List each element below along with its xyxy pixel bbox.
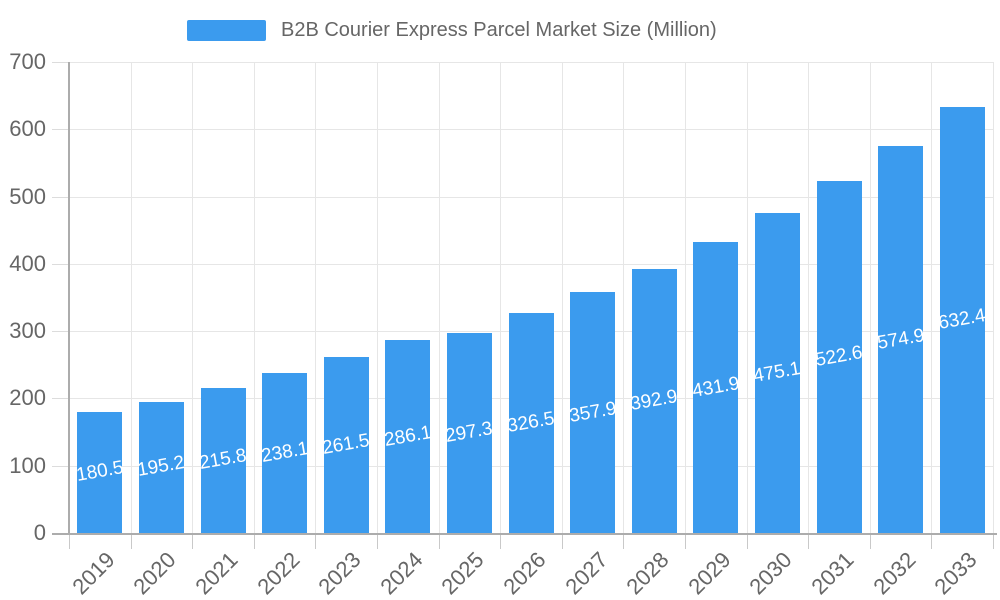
x-axis-label-2026: 2026 — [498, 547, 551, 600]
x-axis-label-2029: 2029 — [683, 547, 736, 600]
bar-2033[interactable] — [939, 107, 985, 533]
y-axis-tick — [52, 62, 69, 63]
bar-2020[interactable] — [138, 401, 184, 533]
x-axis-tick — [808, 533, 809, 549]
y-axis-label: 200 — [9, 385, 46, 410]
bar-2032[interactable] — [878, 146, 924, 533]
x-gridline — [870, 62, 871, 533]
x-gridline — [993, 62, 994, 533]
x-axis-tick — [562, 533, 563, 549]
x-axis-label-2023: 2023 — [313, 547, 366, 600]
x-axis-tick — [69, 533, 70, 549]
y-gridline — [69, 197, 993, 198]
bar-2023[interactable] — [323, 357, 369, 533]
y-axis-tick — [52, 264, 69, 265]
x-gridline — [377, 62, 378, 533]
bar-2029[interactable] — [693, 242, 739, 533]
y-gridline — [69, 129, 993, 130]
x-gridline — [131, 62, 132, 533]
x-gridline — [623, 62, 624, 533]
legend-swatch — [187, 20, 266, 41]
y-axis-label: 500 — [9, 184, 46, 209]
x-gridline — [254, 62, 255, 533]
x-axis-label-2025: 2025 — [436, 547, 490, 600]
y-axis-label: 100 — [9, 453, 46, 478]
x-axis-label-2024: 2024 — [375, 547, 428, 600]
x-axis-tick — [870, 533, 871, 549]
x-axis-label-2022: 2022 — [251, 547, 305, 600]
x-gridline — [931, 62, 932, 533]
x-gridline — [439, 62, 440, 533]
x-axis-tick — [500, 533, 501, 549]
y-gridline — [69, 264, 993, 265]
bar-2022[interactable] — [262, 372, 308, 533]
x-gridline — [685, 62, 686, 533]
x-axis-label-2021: 2021 — [190, 547, 243, 600]
y-axis-label: 0 — [33, 520, 46, 545]
bar-2025[interactable] — [446, 332, 492, 533]
bar-2031[interactable] — [816, 181, 862, 533]
y-axis-label: 600 — [9, 116, 46, 141]
x-axis-label-2030: 2030 — [744, 547, 798, 600]
bar-2026[interactable] — [508, 313, 554, 533]
legend-series-label: B2B Courier Express Parcel Market Size (… — [281, 19, 717, 41]
x-axis-label-2028: 2028 — [621, 547, 674, 600]
y-axis-tick — [52, 398, 69, 399]
x-axis-label-2027: 2027 — [559, 547, 613, 600]
x-axis-label-2033: 2033 — [929, 547, 982, 600]
y-axis-tick — [52, 129, 69, 130]
x-axis-label-2031: 2031 — [806, 547, 859, 600]
x-axis-tick — [131, 533, 132, 549]
bar-2021[interactable] — [200, 387, 246, 533]
y-axis-line — [68, 62, 70, 533]
x-axis-tick — [747, 533, 748, 549]
legend-item[interactable]: B2B Courier Express Parcel Market Size (… — [187, 19, 717, 42]
x-axis-label-2020: 2020 — [128, 547, 182, 600]
x-axis-tick — [192, 533, 193, 549]
y-axis-label: 400 — [9, 251, 46, 276]
y-axis-label: 700 — [9, 49, 46, 74]
bar-2028[interactable] — [631, 268, 677, 533]
x-gridline — [747, 62, 748, 533]
bar-2030[interactable] — [754, 213, 800, 533]
x-axis-tick — [623, 533, 624, 549]
x-gridline — [192, 62, 193, 533]
bar-2019[interactable] — [77, 411, 123, 533]
x-axis-tick — [993, 533, 994, 549]
x-axis-tick — [439, 533, 440, 549]
x-axis-tick — [931, 533, 932, 549]
y-gridline — [69, 62, 993, 63]
x-axis-tick — [315, 533, 316, 549]
x-axis-tick — [377, 533, 378, 549]
y-axis-tick — [52, 466, 69, 467]
x-axis-tick — [254, 533, 255, 549]
x-gridline — [500, 62, 501, 533]
x-axis-tick — [685, 533, 686, 549]
bar-2024[interactable] — [385, 340, 431, 533]
y-axis-tick — [52, 197, 69, 198]
x-gridline — [562, 62, 563, 533]
x-axis-label-2019: 2019 — [67, 547, 120, 600]
bar-2027[interactable] — [570, 292, 616, 533]
x-axis-label-2032: 2032 — [867, 547, 921, 600]
y-axis-label: 300 — [9, 318, 46, 343]
x-axis-line — [52, 533, 997, 535]
x-gridline — [315, 62, 316, 533]
x-gridline — [808, 62, 809, 533]
y-axis-tick — [52, 331, 69, 332]
